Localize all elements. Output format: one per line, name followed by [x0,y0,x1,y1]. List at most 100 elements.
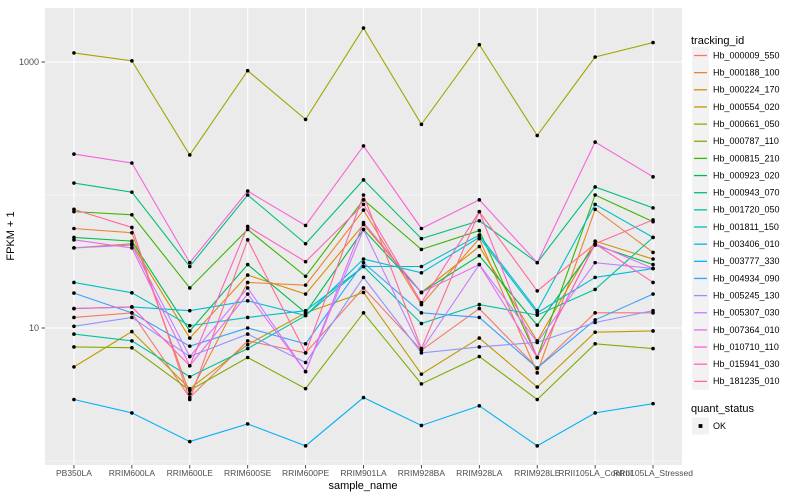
data-point [361,395,366,400]
data-point [245,262,250,267]
data-point [651,266,655,271]
data-point [477,42,482,47]
data-point [130,305,134,309]
data-point [651,40,655,45]
data-point [361,178,366,182]
data-point [593,287,597,292]
data-point [477,209,482,214]
x-tick-label: RRIM928LA [456,468,503,478]
data-point [72,397,76,402]
data-point [72,152,76,156]
x-tick-label: PB350LA [56,468,92,478]
data-point [72,365,76,369]
data-point [419,247,424,252]
data-point [303,386,308,391]
legend-title-quant-status: quant_status [691,403,754,415]
data-point [477,354,482,359]
data-point [419,226,424,231]
data-point [361,26,366,30]
data-point [303,117,308,122]
legend-item-label: Hb_004934_090 [713,273,780,283]
data-point [245,299,250,303]
data-point [303,313,308,318]
data-point [245,273,250,277]
data-point [130,212,134,217]
quant-ok-marker [698,424,703,428]
legend-item-label: Hb_005307_030 [713,308,780,318]
data-point [651,250,655,255]
data-point [535,385,540,389]
data-point [593,260,597,265]
data-point [130,329,134,334]
data-point [303,360,308,365]
data-point [593,330,597,334]
legend-item-label: Hb_181235_010 [713,376,780,386]
legend-item-label: Hb_010710_110 [713,342,779,352]
data-point [419,300,424,305]
data-point [535,397,540,402]
x-tick-label: RRII105LA_Stressed [613,468,693,478]
legend-item-label: Hb_001720_050 [713,205,780,215]
data-point [477,336,482,340]
legend-item-label: Hb_000009_550 [713,50,780,60]
data-point [187,388,192,393]
data-point [361,311,366,315]
y-axis-title: FPKM + 1 [5,211,17,260]
data-point [130,239,134,243]
data-point [477,302,482,307]
x-tick-label: RRIM928BA [398,468,446,478]
data-point [245,286,250,290]
data-point [187,153,192,157]
data-point [361,257,366,261]
data-point [361,286,366,290]
data-point [419,346,424,351]
legend-item-label: Hb_000188_100 [713,68,780,78]
data-point [477,315,482,320]
data-point [245,238,250,242]
data-point [477,244,482,249]
data-point [535,444,540,448]
data-point [187,392,192,396]
x-axis-title: sample_name [328,480,397,492]
x-tick-label: RRII105LA_Control [558,468,632,478]
data-point [593,185,597,189]
data-point [361,202,366,207]
data-point [245,332,250,336]
data-point [245,346,250,351]
data-point [361,264,366,269]
legend-item-label: Hb_000554_020 [713,102,780,112]
data-point [419,423,424,428]
data-point [187,323,192,328]
data-point [130,190,134,194]
data-point [419,351,424,355]
data-point [130,225,134,230]
data-point [130,411,134,415]
data-point [651,346,655,351]
data-point [245,227,250,232]
data-point [361,227,366,232]
data-point [72,246,76,250]
y-tick-label: 1000 [19,57,39,67]
data-point [72,181,76,185]
y-tick-label: 10 [29,323,39,333]
data-point [245,292,250,296]
data-point [303,241,308,246]
data-point [245,342,250,347]
legend-item-label: Hb_003406_010 [713,239,780,249]
data-point [72,345,76,349]
data-point [72,315,76,320]
data-point [303,369,308,374]
data-point [419,290,424,295]
data-point [130,290,134,295]
data-point [187,308,192,313]
data-point [130,246,134,250]
x-tick-label: RRIM928LE [514,468,561,478]
data-point [593,207,597,212]
data-point [651,280,655,285]
data-point [303,351,308,355]
data-point [477,235,482,240]
data-point [303,444,308,448]
data-point [419,382,424,386]
